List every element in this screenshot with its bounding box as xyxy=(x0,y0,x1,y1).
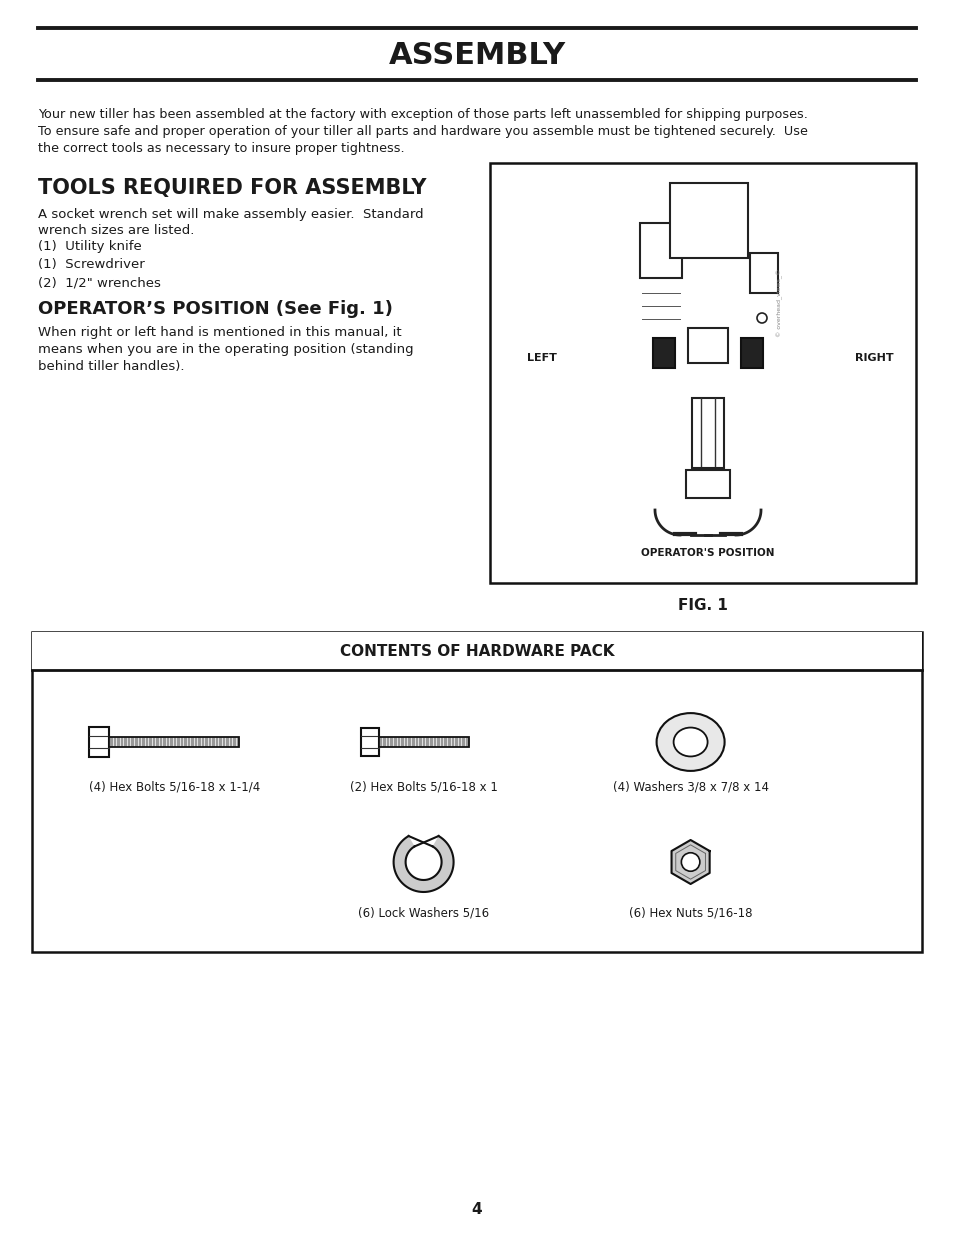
Bar xyxy=(652,338,675,368)
Text: OPERATOR’S POSITION (See Fig. 1): OPERATOR’S POSITION (See Fig. 1) xyxy=(38,300,393,317)
Text: behind tiller handles).: behind tiller handles). xyxy=(38,359,184,373)
Text: (6) Lock Washers 5/16: (6) Lock Washers 5/16 xyxy=(357,906,489,920)
Text: (6) Hex Nuts 5/16-18: (6) Hex Nuts 5/16-18 xyxy=(628,906,752,920)
Circle shape xyxy=(680,852,700,871)
Bar xyxy=(685,471,729,498)
Bar xyxy=(639,224,681,278)
Text: (4) Hex Bolts 5/16-18 x 1-1/4: (4) Hex Bolts 5/16-18 x 1-1/4 xyxy=(89,781,260,793)
Text: CONTENTS OF HARDWARE PACK: CONTENTS OF HARDWARE PACK xyxy=(339,643,614,658)
Bar xyxy=(110,737,239,747)
Bar xyxy=(749,253,778,293)
Text: (2)  1/2" wrenches: (2) 1/2" wrenches xyxy=(38,275,161,289)
Bar xyxy=(32,632,921,671)
Text: FIG. 1: FIG. 1 xyxy=(678,598,727,613)
Text: the correct tools as necessary to insure proper tightness.: the correct tools as necessary to insure… xyxy=(38,142,404,156)
Bar xyxy=(378,737,468,747)
Bar xyxy=(32,632,921,952)
Bar xyxy=(669,183,747,258)
Text: A socket wrench set will make assembly easier.  Standard: A socket wrench set will make assembly e… xyxy=(38,207,423,221)
Bar xyxy=(90,727,110,757)
Text: (1)  Utility knife: (1) Utility knife xyxy=(38,240,142,253)
Polygon shape xyxy=(394,836,453,892)
Text: (4) Washers 3/8 x 7/8 x 14: (4) Washers 3/8 x 7/8 x 14 xyxy=(612,781,768,793)
Circle shape xyxy=(757,312,766,324)
Text: (2) Hex Bolts 5/16-18 x 1: (2) Hex Bolts 5/16-18 x 1 xyxy=(350,781,497,793)
Text: ASSEMBLY: ASSEMBLY xyxy=(388,41,565,69)
Ellipse shape xyxy=(673,727,707,757)
Text: (1)  Screwdriver: (1) Screwdriver xyxy=(38,258,145,270)
Bar xyxy=(110,737,239,747)
Bar xyxy=(740,338,762,368)
Bar xyxy=(378,737,468,747)
Text: LEFT: LEFT xyxy=(526,353,557,363)
Text: To ensure safe and proper operation of your tiller all parts and hardware you as: To ensure safe and proper operation of y… xyxy=(38,125,807,138)
Text: © overhead_views_©: © overhead_views_© xyxy=(776,269,782,337)
Text: TOOLS REQUIRED FOR ASSEMBLY: TOOLS REQUIRED FOR ASSEMBLY xyxy=(38,178,426,198)
Text: means when you are in the operating position (standing: means when you are in the operating posi… xyxy=(38,343,414,356)
Bar xyxy=(360,727,378,756)
Text: FRONT: FRONT xyxy=(686,183,728,193)
Text: wrench sizes are listed.: wrench sizes are listed. xyxy=(38,224,194,237)
Text: 4: 4 xyxy=(471,1203,482,1218)
Text: Your new tiller has been assembled at the factory with exception of those parts : Your new tiller has been assembled at th… xyxy=(38,107,807,121)
Bar xyxy=(691,398,723,468)
Text: OPERATOR'S POSITION: OPERATOR'S POSITION xyxy=(640,548,774,558)
Text: RIGHT: RIGHT xyxy=(854,353,892,363)
Polygon shape xyxy=(671,840,709,884)
Text: When right or left hand is mentioned in this manual, it: When right or left hand is mentioned in … xyxy=(38,326,401,338)
Bar xyxy=(490,163,915,583)
Ellipse shape xyxy=(656,713,724,771)
Bar xyxy=(687,329,727,363)
